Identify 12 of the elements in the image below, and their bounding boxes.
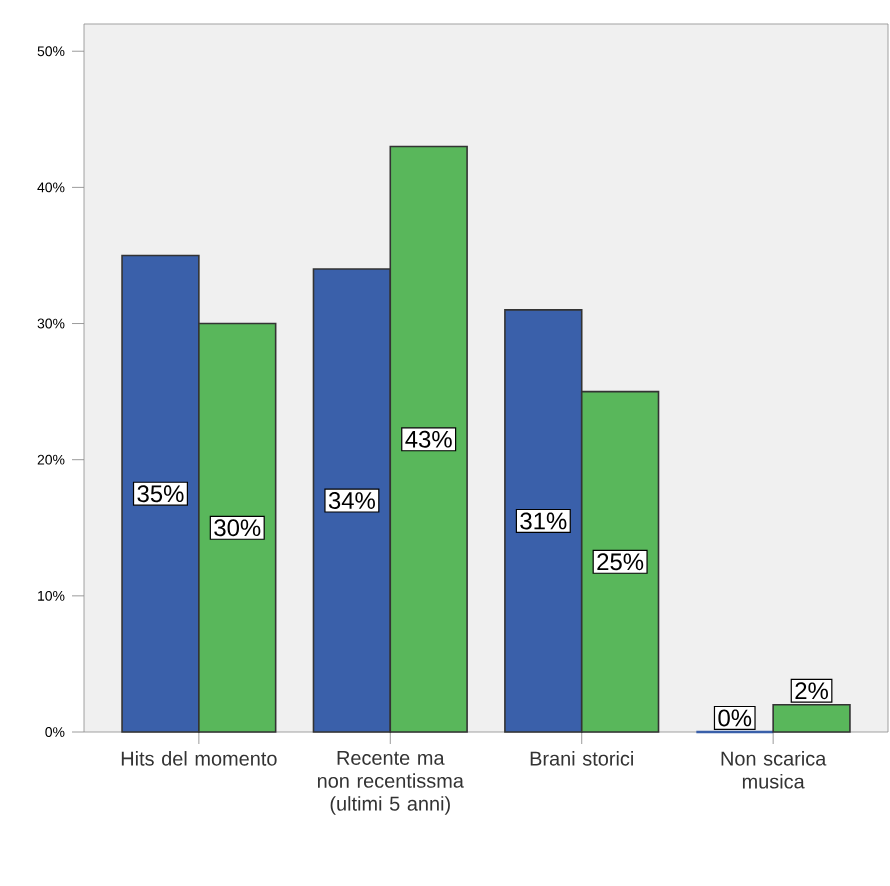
data-label: 43%: [405, 430, 452, 448]
data-label: 2%: [795, 682, 828, 700]
data-label: 35%: [137, 485, 184, 503]
x-tick-label: Recente ma non recentissma (ultimi 5 anni): [317, 751, 464, 815]
data-label: 25%: [597, 553, 644, 571]
data-label: 34%: [328, 492, 375, 509]
x-tick-label: Brani storici: [530, 751, 633, 766]
x-tick-label: Hits del momento: [121, 751, 277, 766]
x-tick-label: Non scarica musica: [721, 751, 827, 789]
data-label: 30%: [214, 519, 261, 537]
data-label: 0%: [718, 709, 752, 727]
data-label: 31%: [520, 512, 567, 530]
